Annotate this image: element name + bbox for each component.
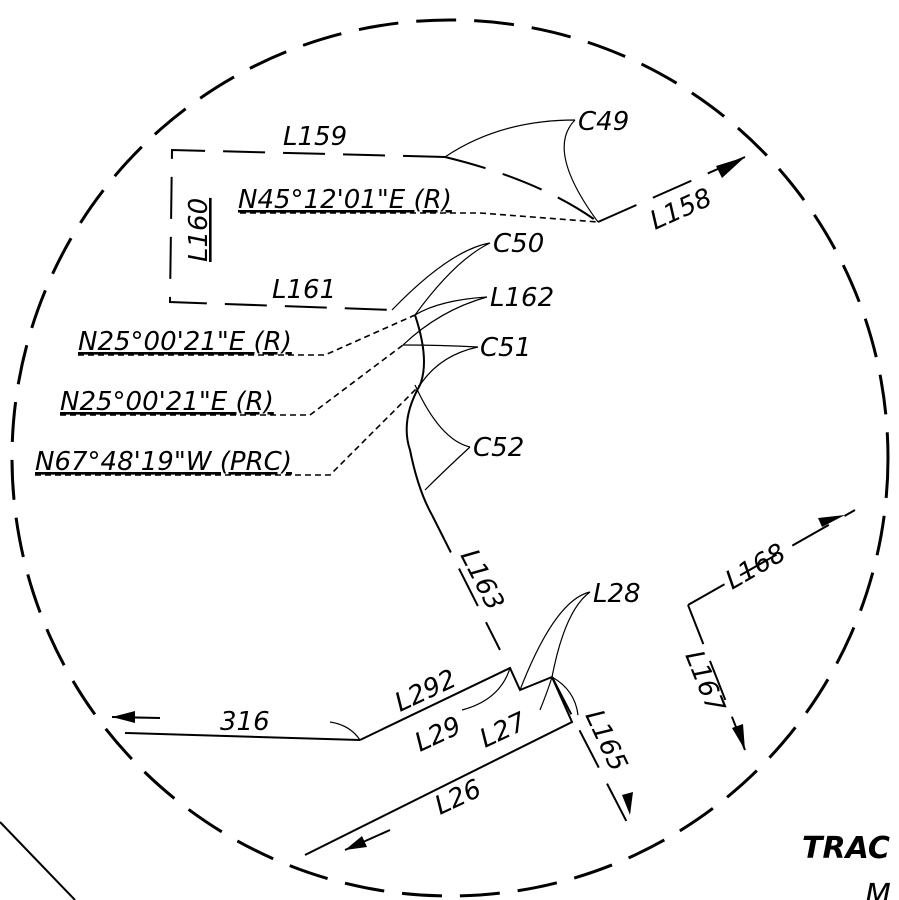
label: M [865, 878, 891, 900]
label: L26 [430, 774, 486, 821]
label: C50 [493, 229, 544, 259]
linework [0, 119, 856, 900]
label: TRAC [802, 831, 890, 866]
labels: L159 C49 N45°12'01"E (R) L158 L160 C50 L… [35, 107, 891, 900]
label: N25°00'21"E (R) [60, 387, 274, 417]
label: L168 [721, 538, 792, 596]
label: N67°48'19"W (PRC) [35, 447, 292, 477]
label: N45°12'01"E (R) [238, 185, 452, 215]
label: L159 [283, 122, 347, 152]
detail-circle [10, 18, 890, 898]
label: L29 [410, 711, 466, 758]
label: L161 [272, 275, 336, 305]
label: L158 [646, 183, 717, 236]
label: C49 [578, 107, 629, 137]
label: L160 [184, 198, 214, 262]
label: 316 [220, 707, 270, 737]
label: L292 [390, 664, 461, 718]
label: L167 [679, 646, 731, 717]
label: L163 [454, 545, 510, 616]
label: C51 [480, 333, 531, 363]
label: C52 [473, 433, 524, 463]
label: L162 [490, 283, 554, 313]
label: L28 [593, 579, 641, 609]
label: N25°00'21"E (R) [78, 327, 292, 357]
label: L165 [579, 705, 633, 776]
